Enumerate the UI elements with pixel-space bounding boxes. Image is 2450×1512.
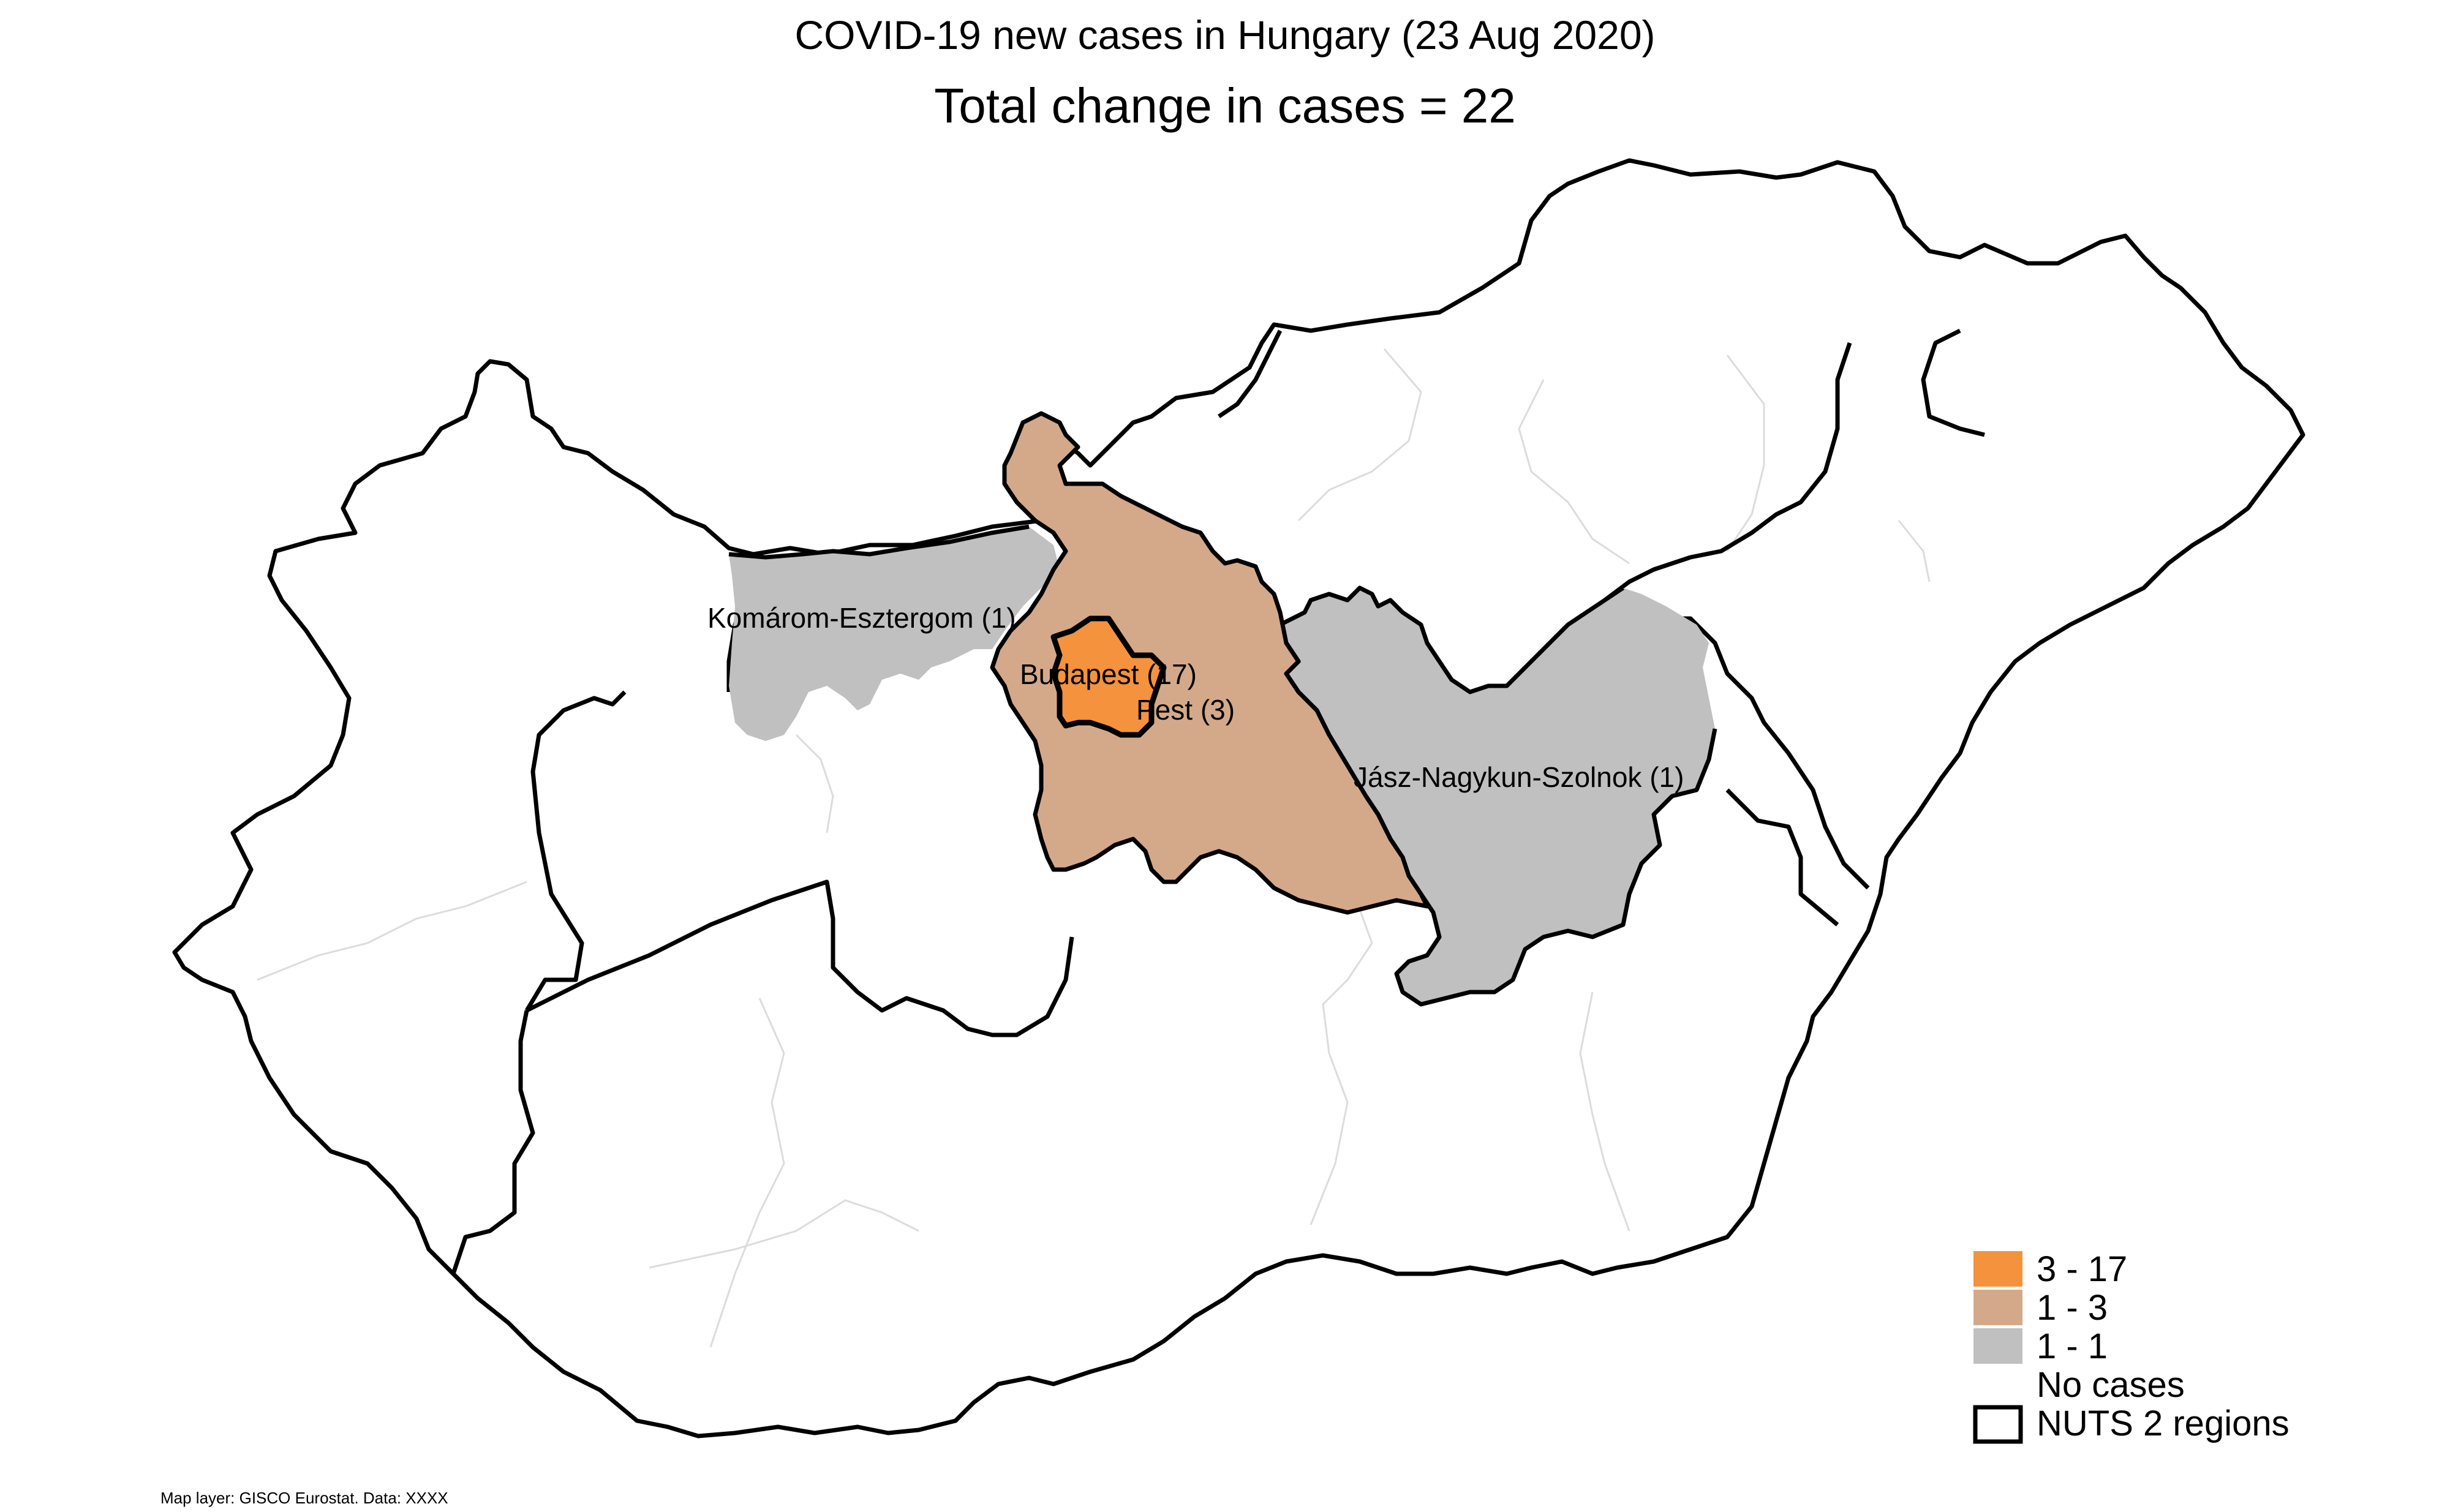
legend-swatch-mid [1973, 1290, 2022, 1325]
label-budapest: Budapest (17) [1020, 658, 1197, 690]
region-budapest[interactable] [1050, 615, 1167, 738]
legend-label-nuts: NUTS 2 regions [2037, 1404, 2290, 1443]
region-jasz-nagykun-szolnok[interactable] [1280, 588, 1715, 1004]
legend: 3 - 17 1 - 3 1 - 1 No cases NUTS 2 regio… [1973, 1249, 2290, 1444]
legend-label-mid: 1 - 3 [2037, 1288, 2108, 1328]
map-credit: Map layer: GISCO Eurostat. Data: XXXX [160, 1489, 448, 1507]
label-komarom-esztergom: Komárom-Esztergom (1) [707, 602, 1016, 634]
map-title: COVID-19 new cases in Hungary (23 Aug 20… [794, 12, 1655, 58]
county-borders [257, 348, 1931, 1348]
legend-swatch-high [1973, 1251, 2022, 1287]
label-jasz-nagykun-szolnok: Jász-Nagykun-Szolnok (1) [1354, 761, 1684, 793]
komarom-north-border [728, 524, 1030, 560]
legend-swatch-nuts [1973, 1405, 2023, 1444]
legend-label-none: No cases [2037, 1365, 2185, 1405]
label-pest: Pest (3) [1136, 694, 1235, 726]
map-subtitle: Total change in cases = 22 [934, 78, 1516, 133]
legend-swatch-low [1973, 1328, 2022, 1364]
nuts2-borders [451, 328, 1985, 1275]
region-pest[interactable] [990, 411, 1430, 915]
region-komarom-esztergom[interactable] [729, 527, 1060, 741]
region-labels: Komárom-Esztergom (1) Budapest (17) Pest… [707, 602, 1684, 793]
legend-label-high: 3 - 17 [2037, 1249, 2127, 1289]
legend-swatch-none [1973, 1367, 2022, 1402]
legend-label-low: 1 - 1 [2037, 1326, 2108, 1366]
